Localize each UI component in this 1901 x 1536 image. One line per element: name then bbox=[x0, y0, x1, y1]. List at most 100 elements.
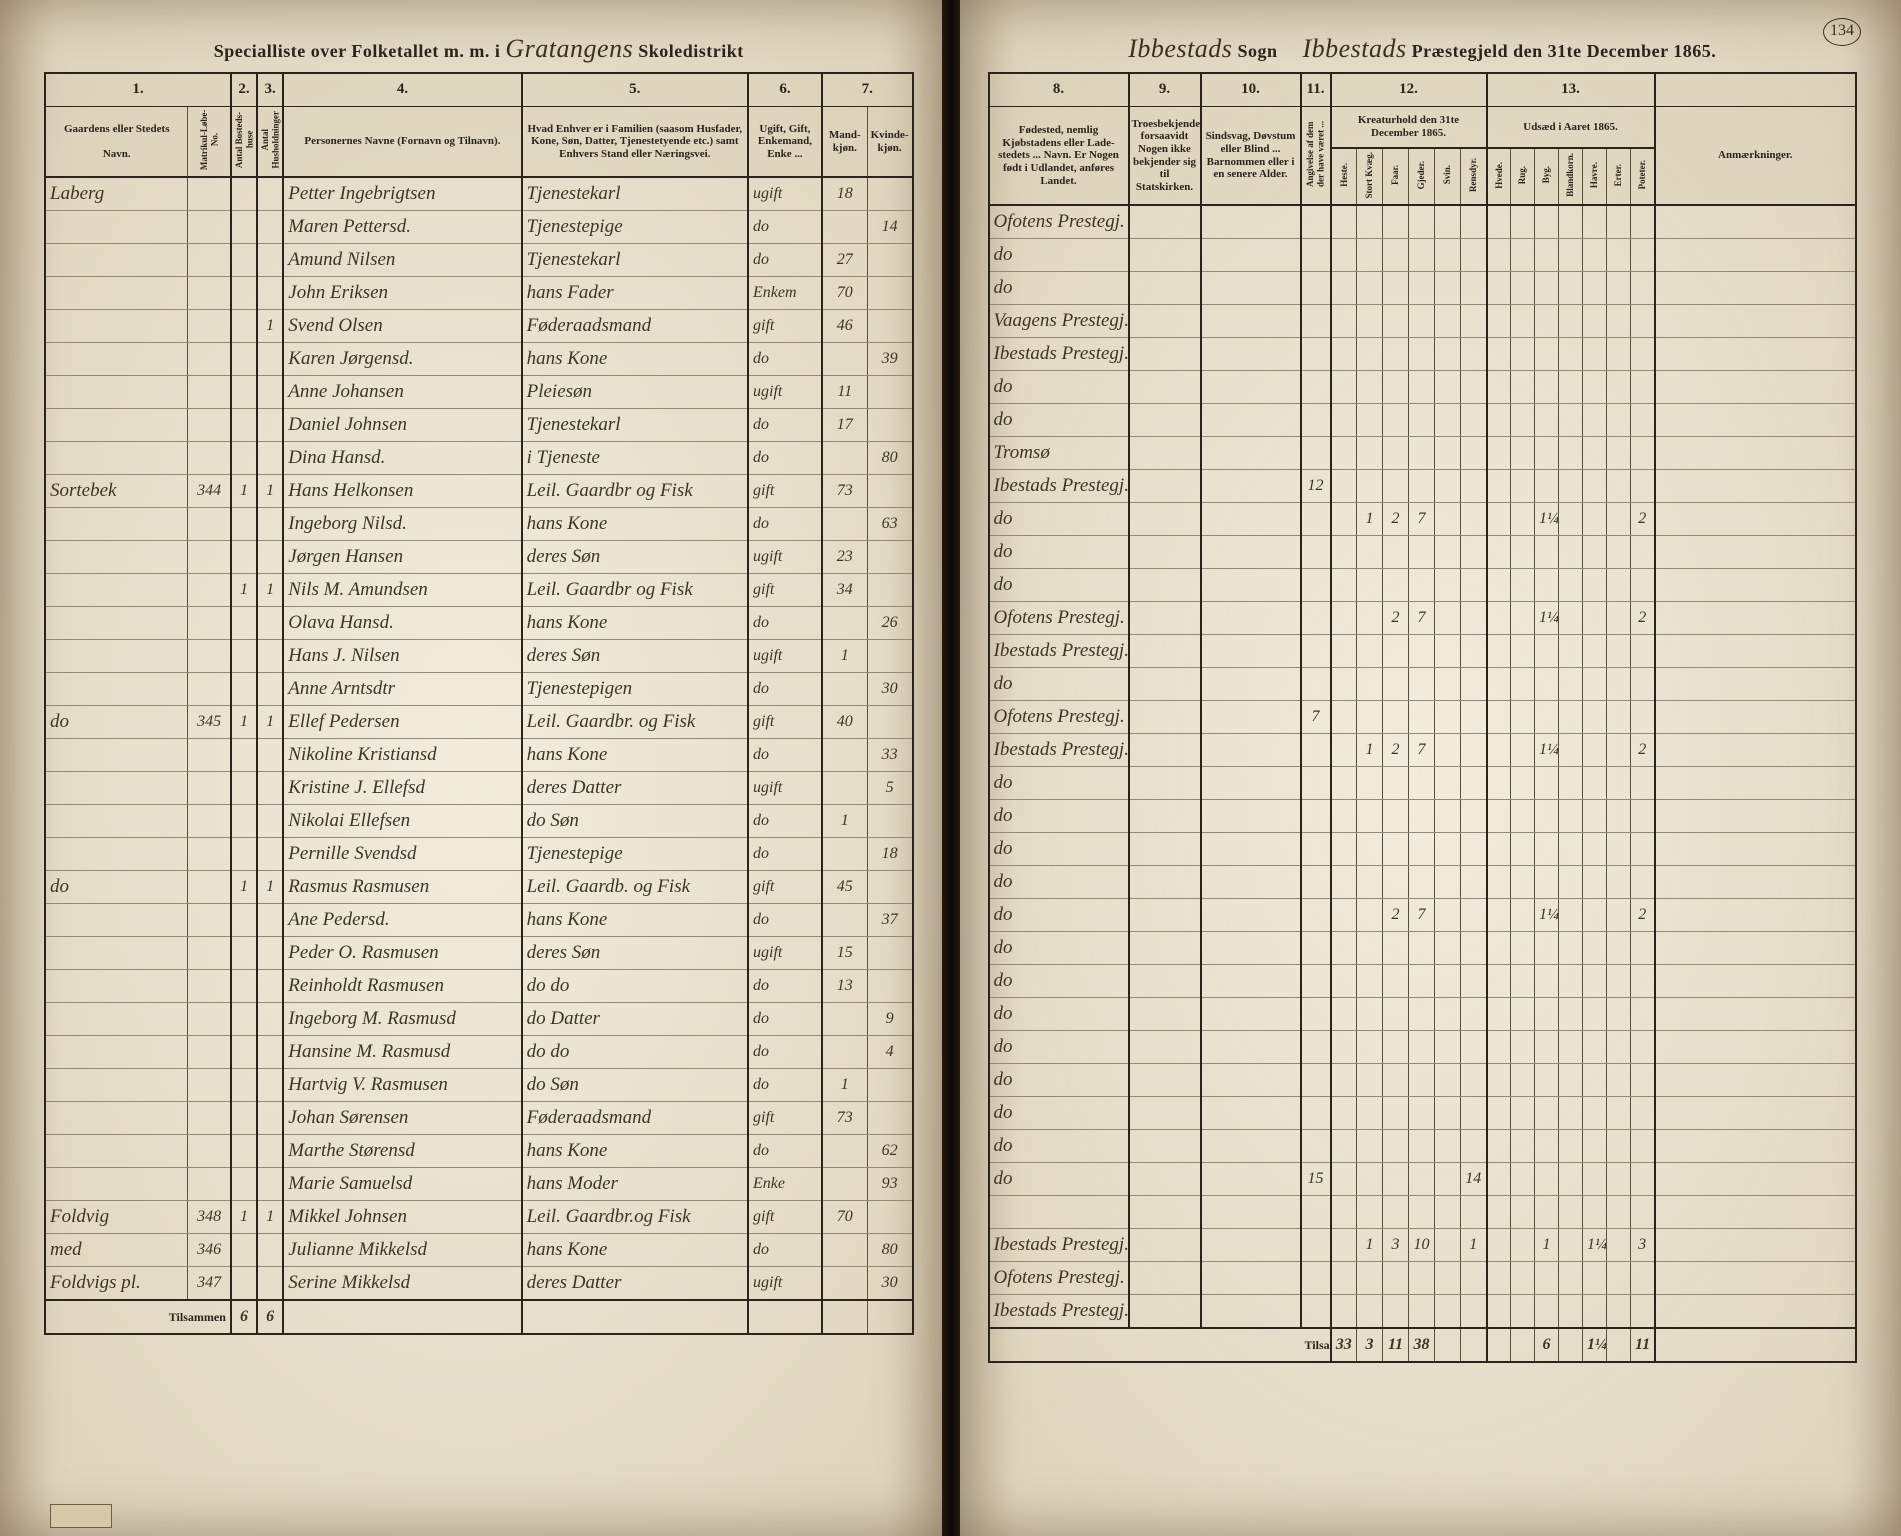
tot-hush: 6 bbox=[257, 1300, 283, 1334]
cell-sect11 bbox=[1301, 503, 1331, 536]
cell-anm bbox=[1655, 1229, 1856, 1262]
cell-mnr bbox=[188, 772, 231, 805]
cell-k13-5 bbox=[1607, 701, 1631, 734]
cell-civ: do bbox=[748, 805, 822, 838]
cell-k12-3 bbox=[1409, 404, 1435, 437]
table-row: do bbox=[989, 866, 1857, 899]
cell-k13-5 bbox=[1607, 239, 1631, 272]
cell-k12-1 bbox=[1357, 1295, 1383, 1329]
cell-h bbox=[231, 1003, 257, 1036]
cell-k12-3: 7 bbox=[1409, 602, 1435, 635]
cell-k13-3 bbox=[1559, 668, 1583, 701]
cell-k12-4 bbox=[1435, 800, 1461, 833]
cell-k13-5 bbox=[1607, 1196, 1631, 1229]
cell-k12-3: 7 bbox=[1409, 734, 1435, 767]
cell-k13-6 bbox=[1631, 800, 1655, 833]
cell-ak bbox=[867, 871, 912, 904]
cell-k13-5 bbox=[1607, 503, 1631, 536]
col-11: 11. bbox=[1301, 73, 1331, 107]
cell-k12-2 bbox=[1383, 668, 1409, 701]
cell-k12-0 bbox=[1331, 239, 1357, 272]
cell-k13-1 bbox=[1511, 272, 1535, 305]
cell-anm bbox=[1655, 668, 1856, 701]
cell-stand: do Søn bbox=[522, 805, 748, 838]
cell-navn: Nils M. Amundsen bbox=[283, 574, 521, 607]
cell-stand: Tjenestepige bbox=[522, 211, 748, 244]
table-row: do bbox=[989, 767, 1857, 800]
cell-fod: do bbox=[989, 800, 1129, 833]
cell-civ: gift bbox=[748, 1201, 822, 1234]
cell-k12-1 bbox=[1357, 569, 1383, 602]
cell-am bbox=[822, 1036, 867, 1069]
cell-gaard bbox=[45, 673, 188, 706]
cell-civ: do bbox=[748, 1003, 822, 1036]
cell-sect11 bbox=[1301, 899, 1331, 932]
cell-k13-6: 3 bbox=[1631, 1229, 1655, 1262]
table-row: Anne JohansenPleiesønugift11 bbox=[45, 376, 913, 409]
cell-sect11 bbox=[1301, 338, 1331, 371]
cell-k12-3 bbox=[1409, 371, 1435, 404]
archive-tab bbox=[50, 1504, 112, 1528]
folio-number: 134 bbox=[1823, 18, 1861, 46]
cell-ak bbox=[867, 1201, 912, 1234]
cell-k13-4 bbox=[1583, 569, 1607, 602]
cell-k12-3 bbox=[1409, 470, 1435, 503]
cell-ak bbox=[867, 805, 912, 838]
cell-hh bbox=[257, 277, 283, 310]
cell-h bbox=[231, 409, 257, 442]
cell-anm bbox=[1655, 866, 1856, 899]
cell-k13-0 bbox=[1487, 602, 1511, 635]
cell-navn: Hansine M. Rasmusd bbox=[283, 1036, 521, 1069]
cell-k12-1 bbox=[1357, 1163, 1383, 1196]
cell-k13-1 bbox=[1511, 899, 1535, 932]
cell-hh bbox=[257, 739, 283, 772]
cell-am: 40 bbox=[822, 706, 867, 739]
h9: Troesbekjendelse, forsaavidt Nogen ikke … bbox=[1129, 107, 1201, 206]
cell-am: 70 bbox=[822, 1201, 867, 1234]
table-row: Ofotens Prestegj. bbox=[989, 205, 1857, 239]
cell-hh: 1 bbox=[257, 475, 283, 508]
cell-fod: Tromsø bbox=[989, 437, 1129, 470]
cell-sect9 bbox=[1129, 569, 1201, 602]
cell-ak bbox=[867, 1069, 912, 1102]
cell-k12-1 bbox=[1357, 866, 1383, 899]
cell-k13-2 bbox=[1535, 965, 1559, 998]
cell-navn: Mikkel Johnsen bbox=[283, 1201, 521, 1234]
cell-sect10 bbox=[1201, 536, 1301, 569]
h-hush: Antal Husholdninger bbox=[257, 107, 283, 178]
table-row: Karen Jørgensd.hans Konedo39 bbox=[45, 343, 913, 376]
cell-am bbox=[822, 1003, 867, 1036]
cell-gaard bbox=[45, 772, 188, 805]
cell-k13-3 bbox=[1559, 1229, 1583, 1262]
cell-navn: Marthe Størensd bbox=[283, 1135, 521, 1168]
col-13: 13. bbox=[1487, 73, 1655, 107]
rt-0: 33 bbox=[1331, 1328, 1357, 1362]
cell-k13-5 bbox=[1607, 1130, 1631, 1163]
cell-k12-0 bbox=[1331, 866, 1357, 899]
cell-sect9 bbox=[1129, 503, 1201, 536]
table-row: Ofotens Prestegj.7 bbox=[989, 701, 1857, 734]
cell-k12-5 bbox=[1461, 371, 1487, 404]
cell-k13-4 bbox=[1583, 701, 1607, 734]
cell-hh bbox=[257, 409, 283, 442]
cell-hh bbox=[257, 838, 283, 871]
cell-k13-3 bbox=[1559, 767, 1583, 800]
cell-k12-4 bbox=[1435, 205, 1461, 239]
cell-k13-2 bbox=[1535, 338, 1559, 371]
cell-k12-0 bbox=[1331, 800, 1357, 833]
cell-k13-3 bbox=[1559, 1295, 1583, 1329]
table-row: do bbox=[989, 668, 1857, 701]
rt-6 bbox=[1487, 1328, 1511, 1362]
cell-navn: Svend Olsen bbox=[283, 310, 521, 343]
cell-h bbox=[231, 310, 257, 343]
cell-k13-6 bbox=[1631, 1031, 1655, 1064]
cell-mnr bbox=[188, 409, 231, 442]
cell-k13-0 bbox=[1487, 272, 1511, 305]
cell-k13-5 bbox=[1607, 272, 1631, 305]
cell-sect11 bbox=[1301, 1196, 1331, 1229]
cell-fod: Ofotens Prestegj. bbox=[989, 602, 1129, 635]
cell-k12-4 bbox=[1435, 932, 1461, 965]
cell-gaard: Foldvig bbox=[45, 1201, 188, 1234]
cell-h bbox=[231, 277, 257, 310]
table-row: LabergPetter IngebrigtsenTjenestekarlugi… bbox=[45, 177, 913, 211]
